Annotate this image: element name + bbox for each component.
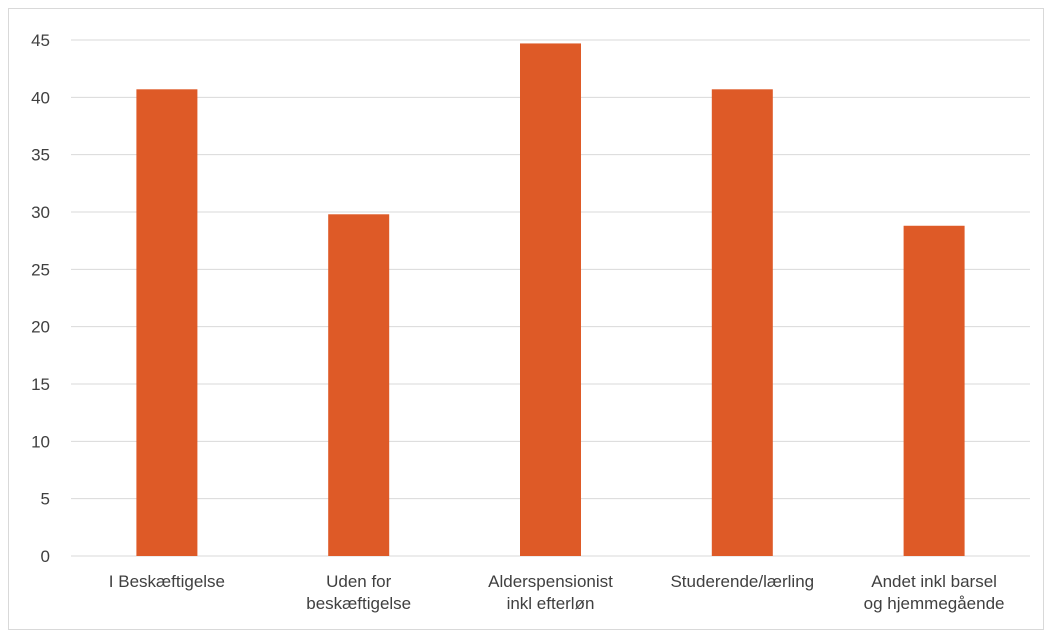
x-tick-label: Alderspensionist inkl efterløn [488,572,613,613]
bar [328,214,390,556]
y-tick-label: 25 [31,260,50,279]
x-tick-label-line: Uden for [326,572,392,591]
y-tick-label: 45 [31,31,50,50]
x-tick-label-line: I Beskæftigelse [109,572,225,591]
x-tick-label: I Beskæftigelse [109,572,225,591]
y-tick-label: 15 [31,375,50,394]
y-tick-label: 35 [31,146,50,165]
y-tick-label: 20 [31,318,50,337]
x-tick-label: Uden for beskæftigelse [306,572,411,613]
bars [136,43,965,556]
x-tick-label-line: inkl efterløn [507,594,595,613]
y-tick-label: 0 [41,547,50,566]
x-axis-category-labels: I Beskæftigelse Uden for beskæftigelse Alde… [109,572,1005,613]
bar [903,225,965,556]
x-tick-label-line: Andet inkl barsel [871,572,997,591]
y-tick-label: 10 [31,432,50,451]
y-axis-tick-labels: 0 5 10 15 20 25 30 35 40 45 [31,31,50,566]
x-tick-label: Andet inkl barsel og hjemmegående [864,572,1005,613]
x-tick-label-line: Alderspensionist [488,572,613,591]
x-tick-label: Studerende/lærling [670,572,814,591]
y-tick-label: 30 [31,203,50,222]
x-tick-label-line: Studerende/lærling [670,572,814,591]
y-tick-label: 5 [41,490,50,509]
x-tick-label-line: og hjemmegående [864,594,1005,613]
bar [136,89,198,556]
y-tick-label: 40 [31,88,50,107]
bar [711,89,773,556]
x-tick-label-line: beskæftigelse [306,594,411,613]
bar [520,43,581,556]
